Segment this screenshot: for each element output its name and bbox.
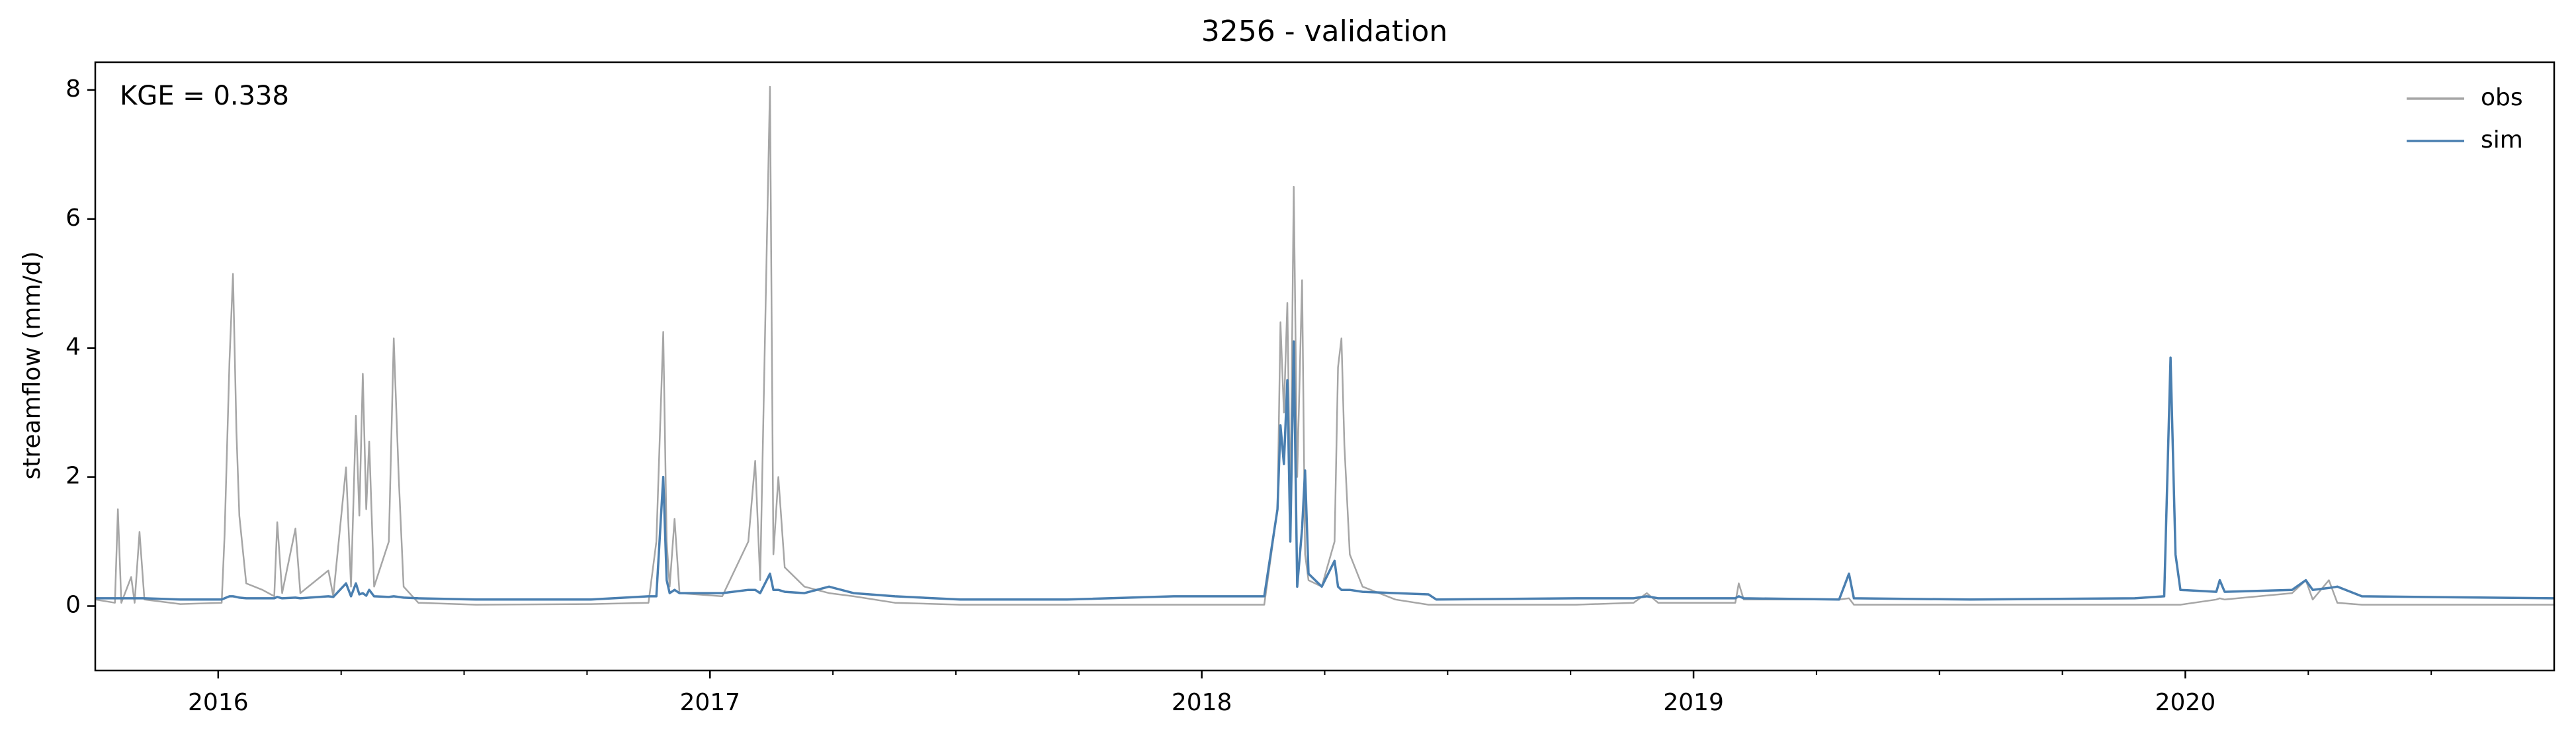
legend-label: obs <box>2481 84 2523 111</box>
x-tick-label: 2020 <box>2155 689 2216 716</box>
y-tick-label: 4 <box>65 334 81 361</box>
y-tick-label: 8 <box>65 75 81 103</box>
y-tick-label: 2 <box>65 463 81 490</box>
x-tick-label: 2017 <box>679 689 740 716</box>
y-axis-label: streamflow (mm/d) <box>19 252 46 480</box>
x-tick-label: 2018 <box>1172 689 1232 716</box>
y-tick-label: 0 <box>65 592 81 619</box>
legend-label: sim <box>2481 126 2523 154</box>
plot-frame <box>94 61 2555 672</box>
chart-title: 3256 - validation <box>1201 15 1447 48</box>
x-tick-label: 2016 <box>188 689 249 716</box>
x-tick-label: 2019 <box>1663 689 1724 716</box>
series-line <box>95 340 2555 601</box>
series-line <box>95 85 2554 606</box>
y-tick-label: 6 <box>65 205 81 232</box>
annotation: KGE = 0.338 <box>120 81 289 111</box>
